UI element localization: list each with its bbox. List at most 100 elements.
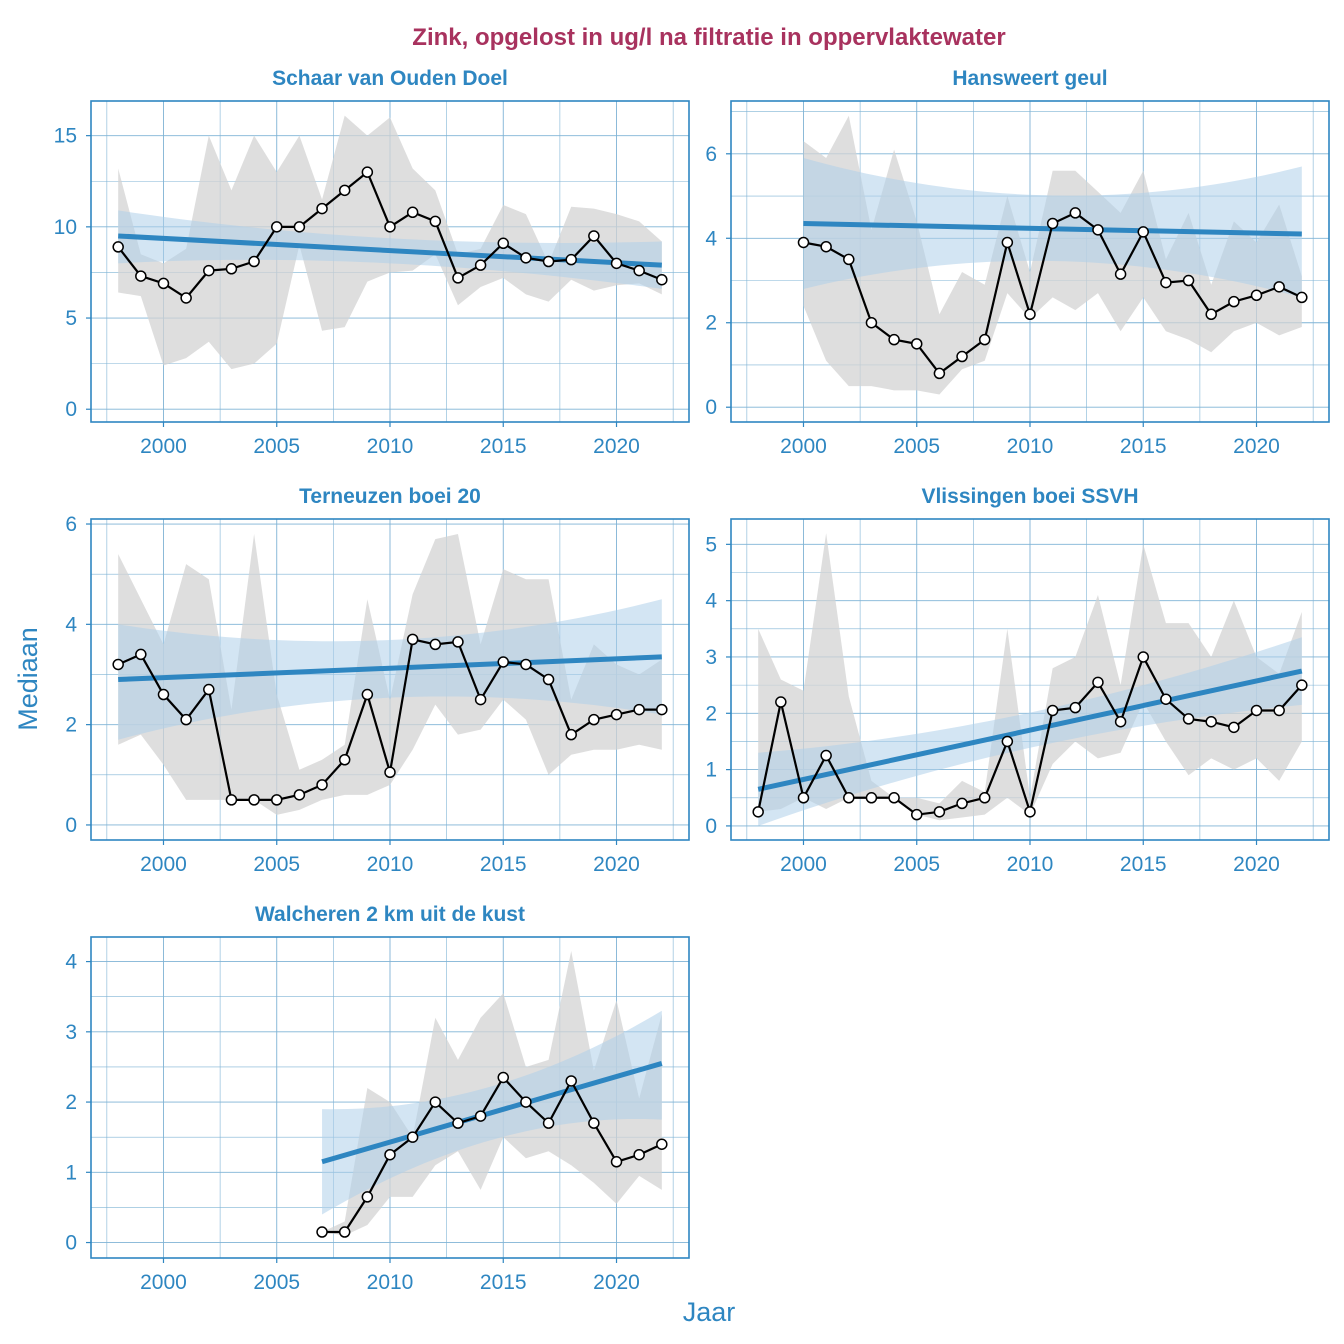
data-point [384, 766, 396, 779]
data-point [1182, 274, 1195, 287]
data-point [820, 240, 832, 253]
data-point [843, 253, 855, 266]
median-line [322, 1075, 663, 1234]
y-axis-title: Mediaan [13, 627, 43, 731]
trend-line [757, 668, 1303, 792]
data-point [1137, 651, 1150, 663]
x-tick-label: 2000 [140, 853, 187, 876]
data-point [248, 255, 260, 268]
x-tick-label: 2020 [1233, 435, 1280, 458]
y-tick-label: 2 [705, 312, 717, 335]
data-point [1296, 291, 1308, 304]
data-point [1069, 701, 1082, 714]
y-tick-label: 15 [54, 125, 77, 148]
y-tick-label: 6 [705, 143, 717, 166]
data-point [361, 688, 374, 701]
data-point [1001, 236, 1014, 249]
data-point [497, 237, 510, 250]
data-point [248, 794, 260, 806]
data-point [406, 633, 419, 646]
data-point [497, 1071, 510, 1084]
range-band [118, 534, 662, 815]
data-point [656, 273, 668, 286]
data-point [1092, 224, 1104, 236]
panel-title: Terneuzen boei 20 [299, 485, 481, 508]
data-point [542, 673, 555, 686]
data-point [203, 683, 215, 696]
x-tick-label: 2005 [253, 853, 300, 876]
x-tick-label: 2005 [253, 435, 300, 458]
panel: Schaar van Ouden Doel 2000 2005 2010 2015 202… [54, 67, 690, 458]
x-tick-label: 2010 [1007, 435, 1054, 458]
data-point [956, 797, 968, 810]
data-point [338, 754, 351, 766]
x-tick-label: 2015 [480, 1271, 527, 1294]
y-tick-label: 0 [705, 396, 717, 419]
x-tick-label: 2005 [893, 435, 940, 458]
data-point [112, 241, 124, 253]
data-point [978, 792, 991, 804]
data-point [542, 1117, 555, 1129]
x-tick-label: 2015 [1120, 435, 1167, 458]
data-point [520, 1096, 532, 1108]
data-point [565, 1075, 577, 1087]
data-point [270, 794, 283, 806]
x-tick-label: 2020 [1233, 853, 1280, 876]
data-point [225, 794, 238, 806]
y-tick-label: 0 [65, 398, 77, 421]
plot-area [112, 534, 668, 815]
data-point [135, 648, 147, 661]
data-point [775, 696, 787, 708]
data-point [1160, 693, 1172, 705]
data-point [565, 253, 577, 266]
data-point [474, 1110, 487, 1122]
data-point [338, 1226, 351, 1238]
y-tick-label: 4 [65, 951, 77, 974]
data-point [384, 1148, 396, 1161]
x-tick-label: 2010 [367, 853, 414, 876]
grid [91, 937, 689, 1258]
panel-title: Walcheren 2 km uit de kust [255, 903, 525, 926]
data-point [888, 333, 900, 346]
data-point [865, 792, 878, 804]
data-point [978, 333, 991, 346]
y-tick-label: 3 [65, 1021, 77, 1044]
x-tick-label: 2010 [367, 1271, 414, 1294]
data-point [1228, 721, 1240, 734]
data-point [933, 806, 946, 818]
data-point [157, 277, 170, 290]
x-tick-label: 2015 [480, 435, 527, 458]
chart-title: Zink, opgelost in ug/l na filtratie in o… [412, 24, 1005, 51]
y-tick-label: 3 [705, 646, 717, 669]
data-point [820, 749, 832, 762]
data-point [956, 350, 968, 363]
y-tick-label: 2 [65, 1091, 77, 1114]
x-tick-label: 2020 [593, 1271, 640, 1294]
data-point [1205, 715, 1217, 728]
data-point [1024, 806, 1036, 818]
data-point [910, 808, 923, 821]
data-point [752, 806, 764, 818]
x-axis-title: Jaar [683, 1297, 736, 1327]
data-point [225, 263, 238, 275]
panel-title: Vlissingen boei SSVH [921, 485, 1138, 508]
y-tick-label: 2 [705, 702, 717, 725]
x-tick-label: 2000 [140, 435, 187, 458]
data-point [135, 270, 147, 282]
x-tick-label: 2000 [140, 1271, 187, 1294]
data-point [1250, 704, 1263, 717]
data-point [588, 230, 600, 242]
x-tick-label: 2020 [593, 435, 640, 458]
y-tick-label: 4 [705, 590, 717, 613]
data-point [1205, 308, 1217, 321]
data-point [1228, 295, 1240, 308]
data-point [316, 779, 328, 791]
data-point [316, 202, 328, 215]
data-point [865, 316, 878, 329]
data-point [1046, 217, 1059, 230]
data-point [888, 792, 900, 804]
x-tick-label: 2020 [593, 853, 640, 876]
data-point [1069, 207, 1082, 219]
